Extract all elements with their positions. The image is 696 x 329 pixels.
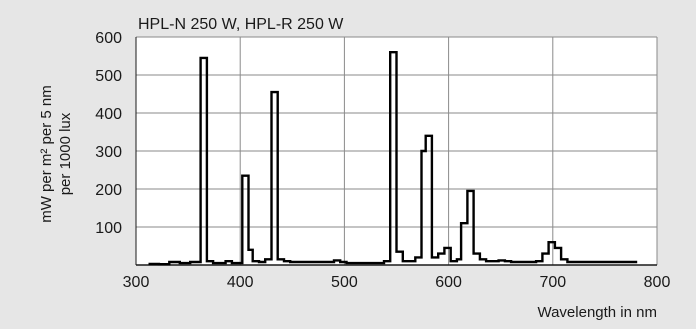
y-tick-label-600: 600: [95, 30, 122, 47]
y-tick-label-100: 100: [95, 220, 122, 237]
x-tick-label-800: 800: [644, 274, 671, 291]
spectrum-line-0: [148, 51, 638, 266]
x-tick-label-300: 300: [123, 274, 150, 291]
y-tick-label-200: 200: [95, 182, 122, 199]
x-tick-label-400: 400: [227, 274, 254, 291]
y-tick-label-300: 300: [95, 144, 122, 161]
chart-title: HPL-N 250 W, HPL-R 250 W: [138, 16, 344, 33]
y-axis-title-line2: per 1000 lux: [57, 112, 74, 195]
y-axis-title-line1: mW per m² per 5 nm: [38, 85, 55, 223]
plot-layer: 300 400 500 600 700 800 100 200 300 400 500 600: [95, 30, 670, 291]
y-tick-label-500: 500: [95, 68, 122, 85]
x-tick-label-500: 500: [331, 274, 358, 291]
x-axis-title: Wavelength in nm: [537, 304, 657, 321]
y-tick-label-400: 400: [95, 106, 122, 123]
x-tick-label-600: 600: [435, 274, 462, 291]
x-tick-label-700: 700: [539, 274, 566, 291]
